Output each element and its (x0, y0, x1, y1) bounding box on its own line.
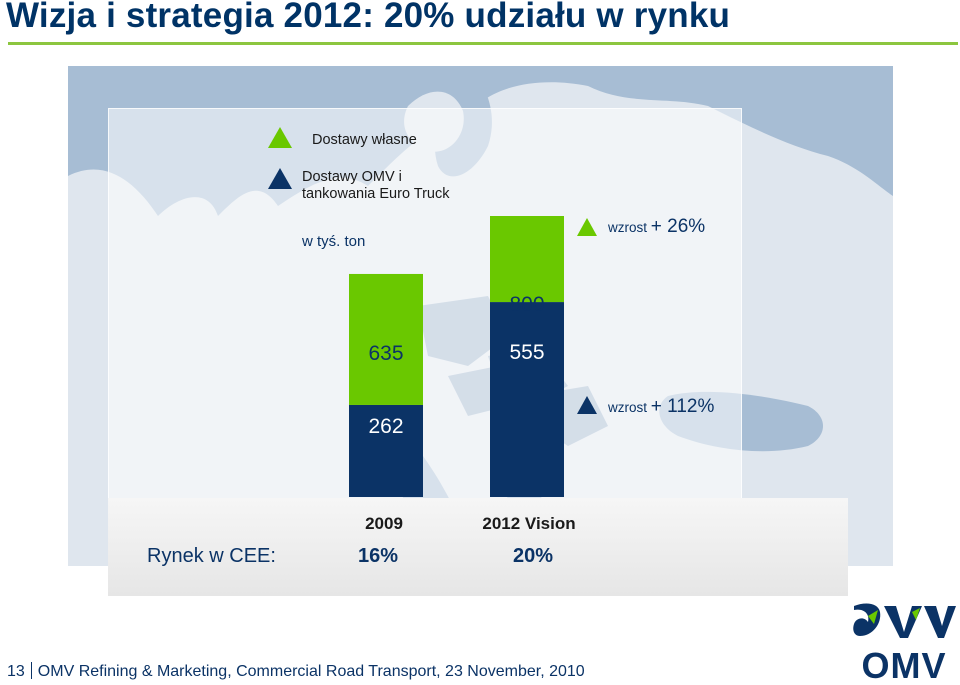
data-label-omv-1: 555 (509, 341, 544, 364)
growth-own-value: + 26% (650, 216, 706, 237)
unit-label: w tyś. ton (302, 233, 366, 250)
growth-own-marker-icon (577, 218, 597, 236)
bar-omv-0 (349, 404, 423, 497)
page-title: Wizja i strategia 2012: 20% udziału w ry… (6, 0, 731, 35)
bar-own-1 (490, 216, 564, 303)
legend-omv-label-line2: tankowania Euro Truck (302, 186, 450, 202)
title-underline (8, 42, 958, 45)
data-label-total-0: 635 (368, 342, 403, 365)
market-share-2012: 20% (512, 545, 554, 567)
footer-text: OMV Refining & Marketing, Commercial Roa… (37, 663, 585, 680)
bar-omv-1 (490, 302, 564, 497)
legend-omv-label-line1: Dostawy OMV i (302, 169, 402, 185)
growth-omv: wzrost + 112% (608, 396, 714, 418)
page-number: 13 (7, 663, 25, 680)
growth-omv-value: + 112% (650, 396, 715, 417)
footer: 13 OMV Refining & Marketing, Commercial R… (7, 662, 585, 681)
x-label-2012-vision: 2012 Vision (482, 514, 576, 533)
growth-own-label: wzrost (608, 220, 648, 235)
footer-separator (30, 662, 32, 679)
market-share-band (108, 498, 848, 596)
legend-own-label: Dostawy własne (312, 132, 417, 148)
legend-own-marker-icon (268, 127, 292, 148)
omv-logo-text: OMV (861, 645, 946, 682)
x-label-2009: 2009 (365, 514, 403, 533)
omv-logo: OMV (853, 603, 956, 682)
growth-omv-label: wzrost (608, 400, 648, 415)
data-label-omv-0: 262 (368, 415, 403, 438)
data-label-total-1: 800 (509, 293, 544, 316)
growth-own: wzrost + 26% (608, 216, 705, 238)
chart-panel (108, 108, 742, 502)
bar-own-0 (349, 273, 423, 405)
growth-omv-marker-icon (577, 396, 597, 414)
legend-omv-marker-icon (268, 168, 292, 189)
market-share-2009: 16% (357, 545, 399, 567)
market-share-label: Rynek w CEE: (147, 545, 276, 567)
